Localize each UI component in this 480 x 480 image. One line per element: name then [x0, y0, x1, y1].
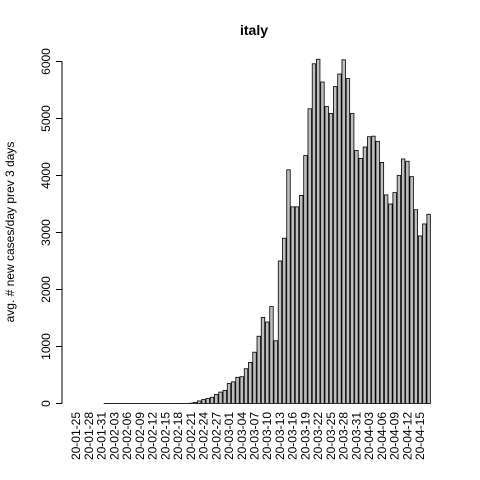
bar-20-04-01: [358, 157, 363, 404]
x-tick-label-20-02-18: 20-02-18: [171, 412, 185, 460]
bar-20-03-02: [231, 381, 236, 404]
x-tick-label-20-03-04: 20-03-04: [235, 412, 249, 460]
bar-20-02-26: [209, 396, 215, 404]
x-tick-label-20-04-03: 20-04-03: [362, 412, 376, 460]
bars-group: [103, 58, 431, 404]
bar-20-04-05: [375, 140, 380, 404]
y-tick-label-2000: 2000: [39, 276, 53, 303]
x-tick-label-20-02-24: 20-02-24: [197, 412, 211, 460]
x-tick-label-20-01-31: 20-01-31: [95, 412, 109, 460]
bar-20-02-24: [201, 399, 206, 404]
y-tick-label-1000: 1000: [39, 333, 53, 360]
bar-20-02-25: [205, 397, 210, 404]
bar-20-03-24: [324, 106, 329, 404]
x-tick-label-20-02-12: 20-02-12: [146, 412, 160, 460]
bar-20-03-03: [235, 376, 240, 404]
bar-20-03-09: [260, 317, 266, 404]
x-tick-label-20-04-06: 20-04-06: [375, 412, 389, 460]
bar-20-02-23: [197, 400, 202, 404]
x-tick-label-20-03-25: 20-03-25: [324, 412, 338, 460]
x-tick-label-20-03-28: 20-03-28: [337, 412, 351, 460]
bar-20-03-28: [341, 59, 346, 404]
x-tick-label-20-04-09: 20-04-09: [388, 412, 402, 460]
bar-20-03-13: [277, 260, 283, 404]
x-tick-label-20-03-13: 20-03-13: [273, 412, 287, 460]
bar-20-03-25: [328, 112, 334, 404]
bar-20-04-16: [422, 223, 427, 404]
bar-20-03-08: [256, 335, 261, 404]
bar-20-03-26: [333, 86, 338, 404]
x-tick-label-20-01-28: 20-01-28: [82, 412, 96, 460]
x-axis: 20-01-2520-01-2820-01-3120-02-0320-02-06…: [69, 412, 427, 460]
bar-20-03-17: [294, 206, 300, 404]
bar-20-03-06: [248, 362, 253, 404]
bar-20-03-20: [307, 108, 312, 404]
x-tick-label-20-02-06: 20-02-06: [120, 412, 134, 460]
bar-20-02-29: [222, 389, 227, 404]
bar-20-03-15: [286, 169, 291, 404]
bar-20-03-27: [337, 73, 342, 404]
bar-20-03-18: [299, 195, 304, 404]
bar-20-04-17: [426, 213, 431, 404]
x-tick-label-20-04-15: 20-04-15: [413, 412, 427, 460]
bar-20-03-16: [290, 206, 295, 404]
bar-20-03-07: [252, 351, 257, 404]
x-tick-label-20-03-16: 20-03-16: [286, 412, 300, 460]
bar-20-03-10: [265, 321, 270, 404]
x-tick-label-20-03-22: 20-03-22: [311, 412, 325, 460]
bar-20-03-01: [226, 383, 232, 404]
x-tick-label-20-02-27: 20-02-27: [209, 412, 223, 460]
bar-20-03-04: [239, 376, 244, 404]
bar-20-03-23: [320, 81, 325, 404]
bar-20-03-12: [273, 340, 278, 404]
bar-20-04-09: [392, 192, 397, 404]
bar-20-02-28: [218, 391, 223, 404]
bar-20-03-05: [243, 368, 249, 404]
y-tick-label-5000: 5000: [39, 105, 53, 132]
bar-20-04-13: [409, 176, 414, 404]
bar-20-04-14: [413, 209, 419, 404]
bar-20-04-08: [388, 203, 393, 404]
bar-20-04-15: [417, 235, 423, 404]
x-tick-label-20-04-12: 20-04-12: [400, 412, 414, 460]
x-tick-label-20-03-01: 20-03-01: [222, 412, 236, 460]
y-tick-label-4000: 4000: [39, 162, 53, 189]
bar-20-03-19: [303, 155, 308, 404]
x-tick-label-20-02-03: 20-02-03: [107, 412, 121, 460]
y-tick-label-0: 0: [39, 400, 53, 407]
x-tick-label-20-02-21: 20-02-21: [184, 412, 198, 460]
bar-20-03-22: [316, 58, 321, 404]
bar-20-04-11: [401, 158, 406, 404]
bar-20-04-07: [384, 194, 389, 404]
bar-20-03-21: [311, 63, 317, 404]
bar-20-03-11: [269, 306, 274, 404]
x-tick-label-20-01-25: 20-01-25: [69, 412, 83, 460]
x-tick-label-20-03-19: 20-03-19: [298, 412, 312, 460]
x-tick-label-20-02-15: 20-02-15: [158, 412, 172, 460]
bar-20-04-12: [405, 160, 410, 404]
y-axis-label: avg. # new cases/day prev 3 days: [3, 142, 17, 323]
bar-20-03-31: [354, 150, 359, 404]
y-tick-label-3000: 3000: [39, 219, 53, 246]
bar-20-04-02: [362, 146, 368, 404]
bar-20-03-30: [350, 112, 355, 404]
bar-20-02-27: [214, 393, 219, 404]
x-tick-label-20-02-09: 20-02-09: [133, 412, 147, 460]
x-tick-label-20-03-31: 20-03-31: [349, 412, 363, 460]
bar-20-04-03: [367, 136, 372, 404]
bar-20-03-29: [345, 78, 351, 404]
y-tick-label-6000: 6000: [39, 48, 53, 75]
x-tick-label-20-03-07: 20-03-07: [248, 412, 262, 460]
x-tick-label-20-03-10: 20-03-10: [260, 412, 274, 460]
y-axis: 0 1000 2000 3000 4000 5000 6000: [39, 48, 63, 407]
bar-20-04-06: [379, 161, 385, 404]
bar-20-03-14: [282, 237, 287, 404]
bar-20-04-04: [371, 135, 376, 404]
chart-title: italy: [240, 22, 268, 38]
bar-20-04-10: [396, 175, 402, 404]
bar-20-02-22: [192, 401, 198, 404]
